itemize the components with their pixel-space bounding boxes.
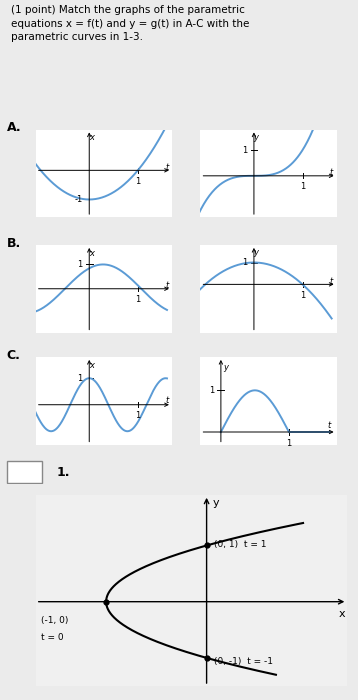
Text: 1: 1 xyxy=(135,412,140,420)
Bar xyxy=(7,461,42,483)
Text: 1: 1 xyxy=(300,291,305,300)
Text: y: y xyxy=(223,363,228,372)
Text: 1: 1 xyxy=(242,146,247,155)
Text: y: y xyxy=(213,498,219,508)
Text: t: t xyxy=(327,421,330,430)
Text: t = 0: t = 0 xyxy=(41,633,63,642)
Text: C.: C. xyxy=(6,349,20,362)
Text: 1.: 1. xyxy=(56,466,70,479)
Text: t: t xyxy=(330,276,333,286)
Text: 1: 1 xyxy=(242,258,247,267)
Text: y: y xyxy=(254,248,259,257)
Text: x: x xyxy=(89,360,94,370)
Text: 1: 1 xyxy=(300,183,305,191)
Text: B.: B. xyxy=(6,237,21,250)
Text: (0, -1)  t = -1: (0, -1) t = -1 xyxy=(214,657,273,666)
Text: x: x xyxy=(339,609,345,619)
Text: 1: 1 xyxy=(209,386,214,395)
Text: t: t xyxy=(165,396,169,405)
Text: (-1, 0): (-1, 0) xyxy=(41,616,68,624)
Text: t: t xyxy=(165,162,169,172)
Text: t: t xyxy=(330,167,333,176)
Text: 1: 1 xyxy=(77,260,82,269)
Text: x: x xyxy=(89,133,94,142)
Text: x: x xyxy=(89,248,94,258)
Text: -1: -1 xyxy=(74,195,82,204)
Text: 1: 1 xyxy=(77,374,82,383)
Text: A.: A. xyxy=(6,121,21,134)
Text: y: y xyxy=(254,133,259,142)
Text: (0, 1)  t = 1: (0, 1) t = 1 xyxy=(214,540,266,549)
Text: 1: 1 xyxy=(135,295,140,304)
Text: 1: 1 xyxy=(135,177,140,186)
Text: t: t xyxy=(165,281,169,290)
Text: (1 point) Match the graphs of the parametric
equations x = f(t) and y = g(t) in : (1 point) Match the graphs of the parame… xyxy=(11,6,249,42)
Text: 1: 1 xyxy=(286,439,291,447)
